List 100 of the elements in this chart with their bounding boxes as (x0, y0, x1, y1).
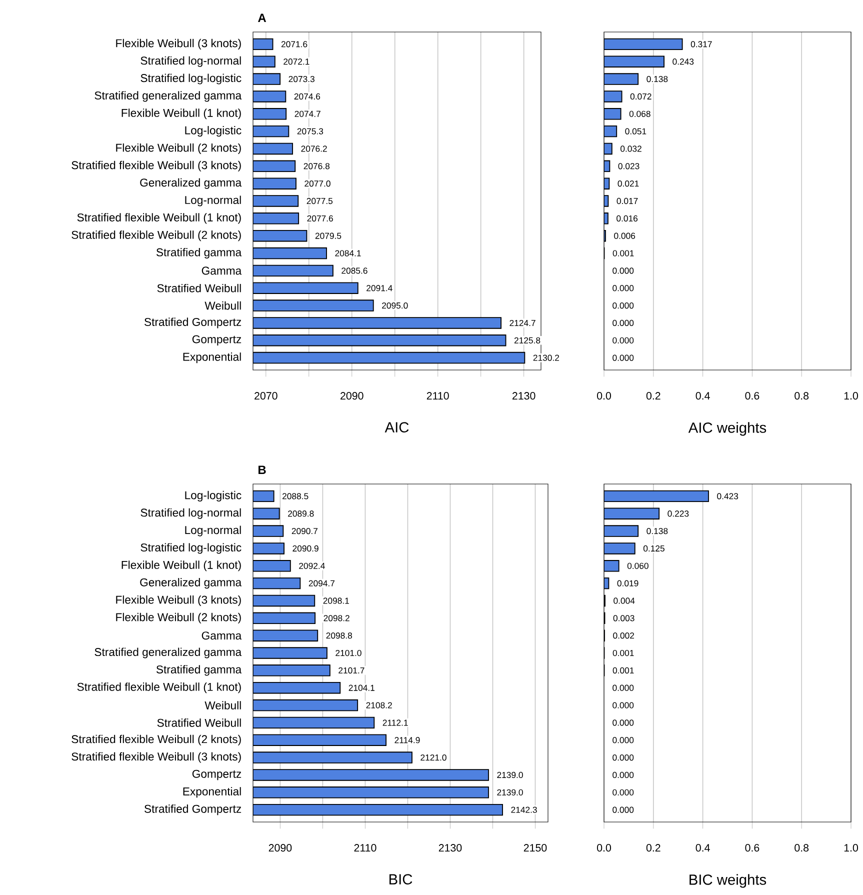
data-label: 0.000 (612, 806, 634, 813)
data-label: 0.000 (612, 772, 634, 778)
data-label: 2114.9 (394, 737, 420, 744)
x-tick-label: 0.0 (597, 392, 612, 400)
y-tick-label: Flexible Weibull (1 knot) (122, 560, 241, 572)
x-tick-label: 0.8 (794, 392, 809, 400)
data-label: 2092.4 (299, 562, 325, 569)
y-tick-label: Gamma (202, 266, 242, 275)
x-tick-label: 1.0 (844, 844, 858, 852)
x-tick-label: 2130 (438, 844, 462, 852)
data-label: 2089.8 (288, 510, 314, 517)
y-tick-label: Stratified Gompertz (144, 804, 242, 816)
x-tick-label: 2090 (268, 844, 292, 852)
x-tick-label: 0.4 (696, 392, 710, 400)
data-label: 2104.1 (348, 684, 375, 691)
data-label: 2090.9 (292, 545, 318, 552)
bar (604, 73, 639, 85)
x-axis-title: AIC weights (688, 422, 766, 436)
data-label: 0.000 (612, 754, 634, 761)
data-label: 2139.0 (497, 772, 523, 778)
data-label: 0.000 (612, 702, 634, 708)
y-tick-label: Stratified log-logistic (140, 74, 242, 84)
y-tick-label: Gompertz (192, 335, 242, 346)
data-label: 2088.5 (282, 493, 308, 500)
x-tick-label: 2110 (354, 844, 376, 852)
y-tick-label: Stratified log-normal (140, 56, 241, 67)
y-tick-label: Weibull (204, 701, 241, 710)
data-label: 2095.0 (382, 302, 408, 309)
y-tick-label: Exponential (183, 352, 241, 364)
data-label: 2075.3 (297, 128, 324, 134)
data-label: 0.000 (612, 789, 634, 796)
y-tick-label: Weibull (204, 301, 241, 310)
bar (604, 56, 665, 68)
bar (604, 508, 660, 520)
x-tick-label: 2130 (512, 392, 536, 400)
data-label: 2098.8 (326, 632, 352, 639)
data-label: 0.000 (612, 320, 634, 326)
y-tick-label: Flexible Weibull (1 knot) (122, 108, 241, 120)
y-tick-label: Gompertz (192, 770, 242, 780)
data-label: 2077.6 (307, 215, 334, 222)
y-tick-label: Stratified flexible Weibull (2 knots) (72, 230, 241, 242)
data-label: 0.138 (646, 528, 668, 534)
data-label: 0.000 (612, 737, 634, 744)
data-label: 2094.7 (308, 580, 335, 586)
x-tick-label: 0.8 (794, 844, 809, 852)
data-label: 0.000 (612, 684, 634, 691)
data-label: 0.017 (616, 198, 638, 204)
data-label: 2121.0 (420, 754, 446, 761)
data-label: 0.001 (612, 667, 634, 674)
data-label: 0.032 (620, 146, 642, 152)
data-label: 0.223 (668, 510, 689, 517)
y-tick-label: Stratified flexible Weibull (1 knot) (77, 213, 241, 224)
data-label: 0.016 (616, 215, 638, 222)
x-tick-label: 0.6 (745, 844, 760, 852)
x-tick-label: 2090 (340, 392, 364, 400)
x-axis-title: BIC (390, 874, 412, 884)
data-label: 0.021 (618, 180, 639, 187)
data-label: 2077.5 (306, 198, 333, 204)
data-label: 0.051 (625, 128, 646, 134)
data-label: 2125.8 (514, 337, 540, 344)
x-axis-title: AIC (384, 422, 409, 432)
y-tick-label: Stratified flexible Weibull (1 knot) (77, 682, 241, 694)
y-tick-label: Stratified generalized gamma (94, 648, 242, 658)
data-label: 2091.4 (366, 285, 392, 292)
y-tick-label: Stratified Gompertz (144, 318, 242, 328)
x-tick-label: 2070 (254, 392, 278, 400)
data-label: 2074.6 (294, 93, 320, 100)
bar (604, 525, 639, 537)
data-label: 2101.7 (338, 667, 364, 674)
data-label: 0.001 (612, 650, 634, 656)
data-label: 0.125 (644, 545, 665, 552)
data-label: 2108.2 (366, 702, 392, 708)
x-tick-label: 0.4 (696, 844, 710, 852)
data-label: 0.003 (613, 615, 634, 622)
data-label: 0.019 (617, 580, 638, 586)
y-tick-label: Stratified log-logistic (140, 543, 242, 554)
y-tick-label: Log-normal (185, 196, 241, 206)
data-label: 2071.6 (282, 41, 308, 48)
data-label: 2079.5 (316, 232, 342, 239)
chart-title: B (258, 466, 266, 474)
x-tick-label: 2110 (426, 392, 449, 400)
data-label: 0.000 (612, 354, 634, 361)
data-label: 0.000 (612, 285, 634, 292)
data-label: 2142.3 (511, 806, 537, 813)
data-label: 2098.2 (324, 615, 350, 622)
y-tick-label: Generalized gamma (140, 178, 242, 189)
y-tick-label: Flexible Weibull (2 knots) (116, 612, 241, 624)
data-label: 2077.0 (304, 180, 330, 187)
data-label: 2072.1 (284, 58, 310, 65)
y-tick-label: Stratified generalized gamma (94, 91, 242, 102)
data-label: 0.243 (672, 58, 694, 65)
chart-title: A (258, 14, 266, 22)
data-label: 0.002 (613, 632, 634, 639)
data-label: 0.006 (614, 232, 636, 239)
data-label: 2130.2 (533, 354, 560, 361)
data-label: 0.317 (690, 41, 712, 48)
x-tick-label: 0.0 (597, 844, 612, 852)
x-tick-label: 0.2 (646, 392, 660, 400)
y-tick-label: Stratified flexible Weibull (2 knots) (72, 734, 241, 746)
data-label: 2124.7 (510, 320, 536, 326)
